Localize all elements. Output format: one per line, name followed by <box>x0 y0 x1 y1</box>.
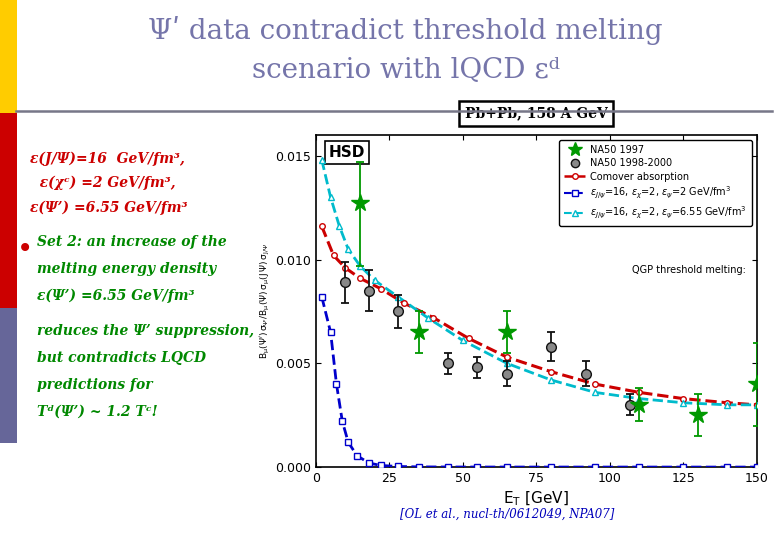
Text: HSD: HSD <box>329 145 366 160</box>
Text: Set 2: an increase of the: Set 2: an increase of the <box>37 235 227 249</box>
Text: •: • <box>17 235 34 263</box>
Text: ε(Ψ’) =6.55 GeV/fm³: ε(Ψ’) =6.55 GeV/fm³ <box>30 201 187 215</box>
Y-axis label: $\mathrm{B_\mu(\Psi^\prime)\,\sigma_{\Psi^\prime}/B_\mu(\Psi)\,\sigma_\mu(J\,\Ps: $\mathrm{B_\mu(\Psi^\prime)\,\sigma_{\Ps… <box>259 243 272 359</box>
Text: reduces the Ψ’ suppression,: reduces the Ψ’ suppression, <box>37 324 254 338</box>
Text: Tᵈ(Ψ’) ~ 1.2 Tᶜ!: Tᵈ(Ψ’) ~ 1.2 Tᶜ! <box>37 405 158 419</box>
Text: ε(χᶜ) =2 GeV/fm³,: ε(χᶜ) =2 GeV/fm³, <box>30 176 176 191</box>
Text: but contradicts LQCD: but contradicts LQCD <box>37 351 207 365</box>
Text: ε(Ψ’) =6.55 GeV/fm³: ε(Ψ’) =6.55 GeV/fm³ <box>37 289 195 303</box>
Text: Pb+Pb, 158 A GeV: Pb+Pb, 158 A GeV <box>465 106 608 120</box>
Text: Ψʹ data contradict threshold melting: Ψʹ data contradict threshold melting <box>148 16 663 45</box>
X-axis label: $\mathrm{E_T\ [GeV]}$: $\mathrm{E_T\ [GeV]}$ <box>503 489 569 508</box>
Text: [OL et al., nucl-th/0612049, NPA07]: [OL et al., nucl-th/0612049, NPA07] <box>400 508 614 521</box>
Text: predictions for: predictions for <box>37 378 153 392</box>
Text: scenario with lQCD εᵈ: scenario with lQCD εᵈ <box>252 57 559 84</box>
Text: ε(J/Ψ)=16  GeV/fm³,: ε(J/Ψ)=16 GeV/fm³, <box>30 151 185 166</box>
Legend: NA50 1997, NA50 1998-2000, Comover absorption, $\varepsilon_{J/\psi}$=16, $\vare: NA50 1997, NA50 1998-2000, Comover absor… <box>559 140 752 226</box>
Text: QGP threshold melting:: QGP threshold melting: <box>632 265 746 274</box>
Text: melting energy density: melting energy density <box>37 262 217 276</box>
